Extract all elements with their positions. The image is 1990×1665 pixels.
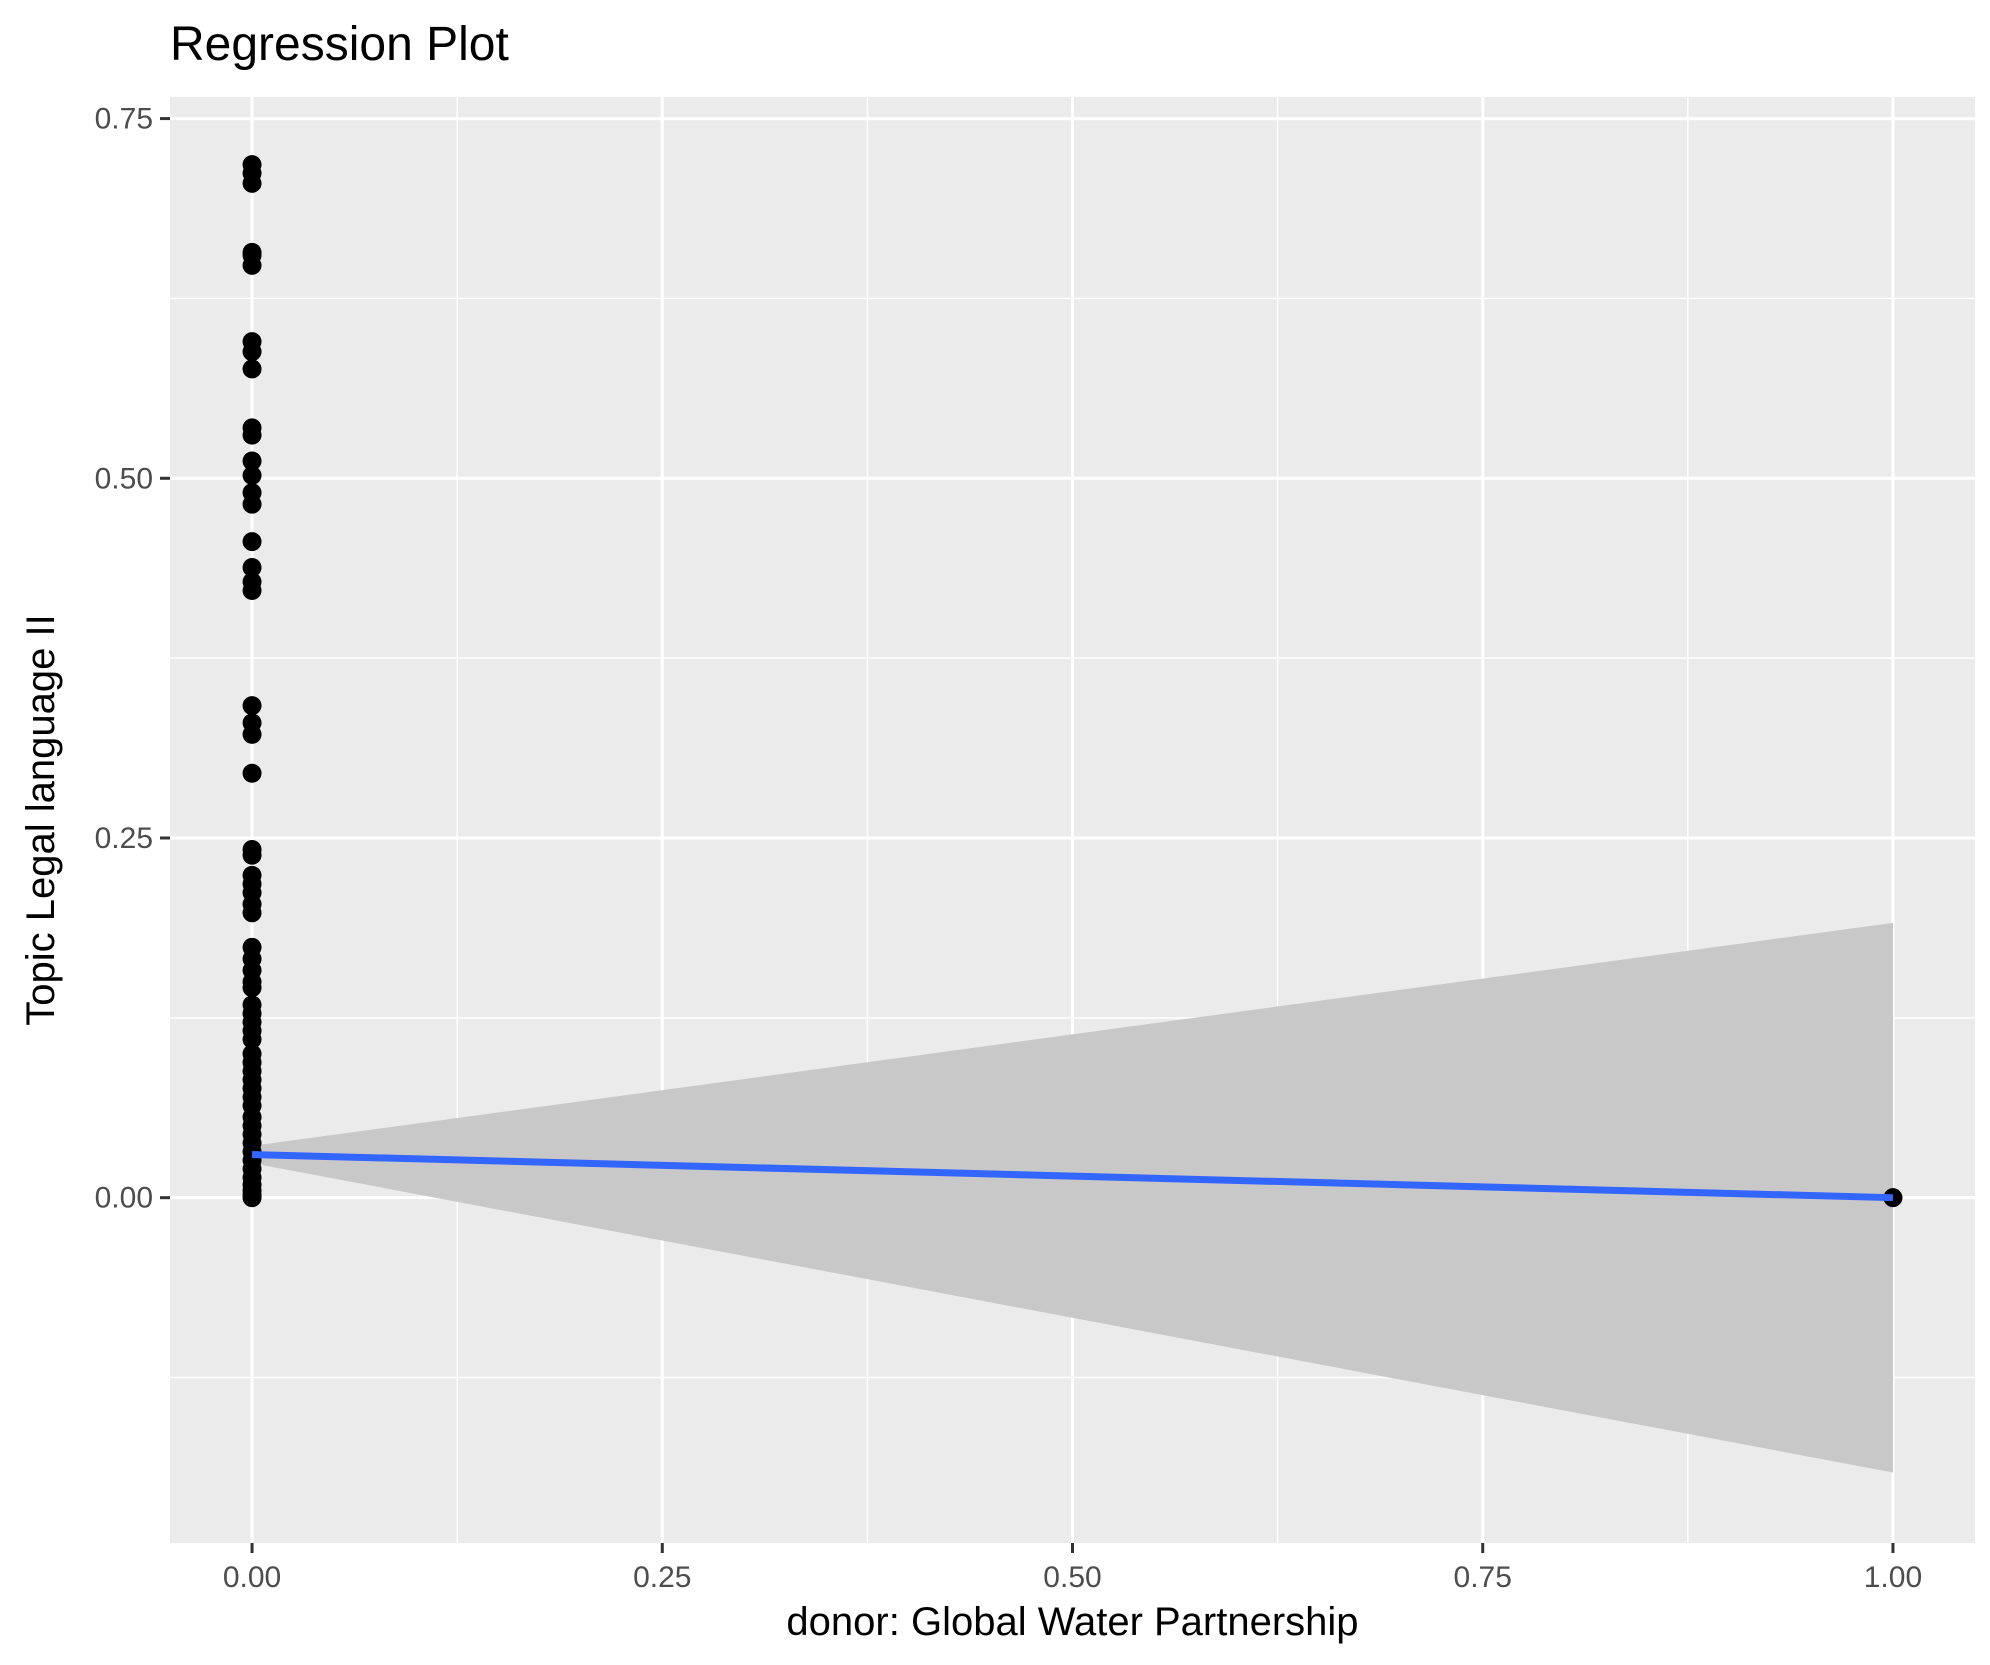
- data-point: [242, 342, 262, 362]
- data-point: [242, 255, 262, 275]
- data-point: [242, 1188, 262, 1208]
- data-point: [242, 451, 262, 471]
- data-point: [242, 581, 262, 601]
- y-tick-label: 0.75: [95, 103, 153, 136]
- data-point: [242, 903, 262, 923]
- x-axis-ticks: 0.00 0.25 0.50 0.75 1.00: [223, 1543, 1922, 1594]
- data-point: [242, 359, 262, 379]
- data-points: [242, 155, 1903, 1208]
- data-point: [242, 1029, 262, 1049]
- x-tick-label: 0.00: [223, 1561, 281, 1594]
- data-point: [242, 845, 262, 865]
- data-point: [242, 465, 262, 485]
- data-point: [242, 557, 262, 577]
- regression-line: [251, 1151, 1894, 1202]
- chart-title: Regression Plot: [170, 18, 509, 71]
- y-axis-title: Topic Legal language II: [19, 614, 63, 1025]
- x-tick-label: 1.00: [1864, 1561, 1922, 1594]
- x-tick-label: 0.25: [633, 1561, 691, 1594]
- y-tick-label: 0.00: [95, 1182, 153, 1215]
- x-tick-label: 0.75: [1454, 1561, 1512, 1594]
- data-point: [242, 494, 262, 514]
- y-tick-label: 0.25: [95, 822, 153, 855]
- data-point: [242, 425, 262, 445]
- confidence-band: [252, 922, 1893, 1473]
- data-point: [242, 173, 262, 193]
- x-tick-label: 0.50: [1043, 1561, 1101, 1594]
- data-point: [242, 763, 262, 783]
- data-point: [242, 532, 262, 552]
- data-point: [242, 724, 262, 744]
- x-axis-title: donor: Global Water Partnership: [786, 1600, 1358, 1644]
- y-axis-ticks: 0.00 0.25 0.50 0.75: [95, 103, 170, 1215]
- data-point: [242, 978, 262, 998]
- y-tick-label: 0.50: [95, 462, 153, 495]
- data-point: [242, 696, 262, 716]
